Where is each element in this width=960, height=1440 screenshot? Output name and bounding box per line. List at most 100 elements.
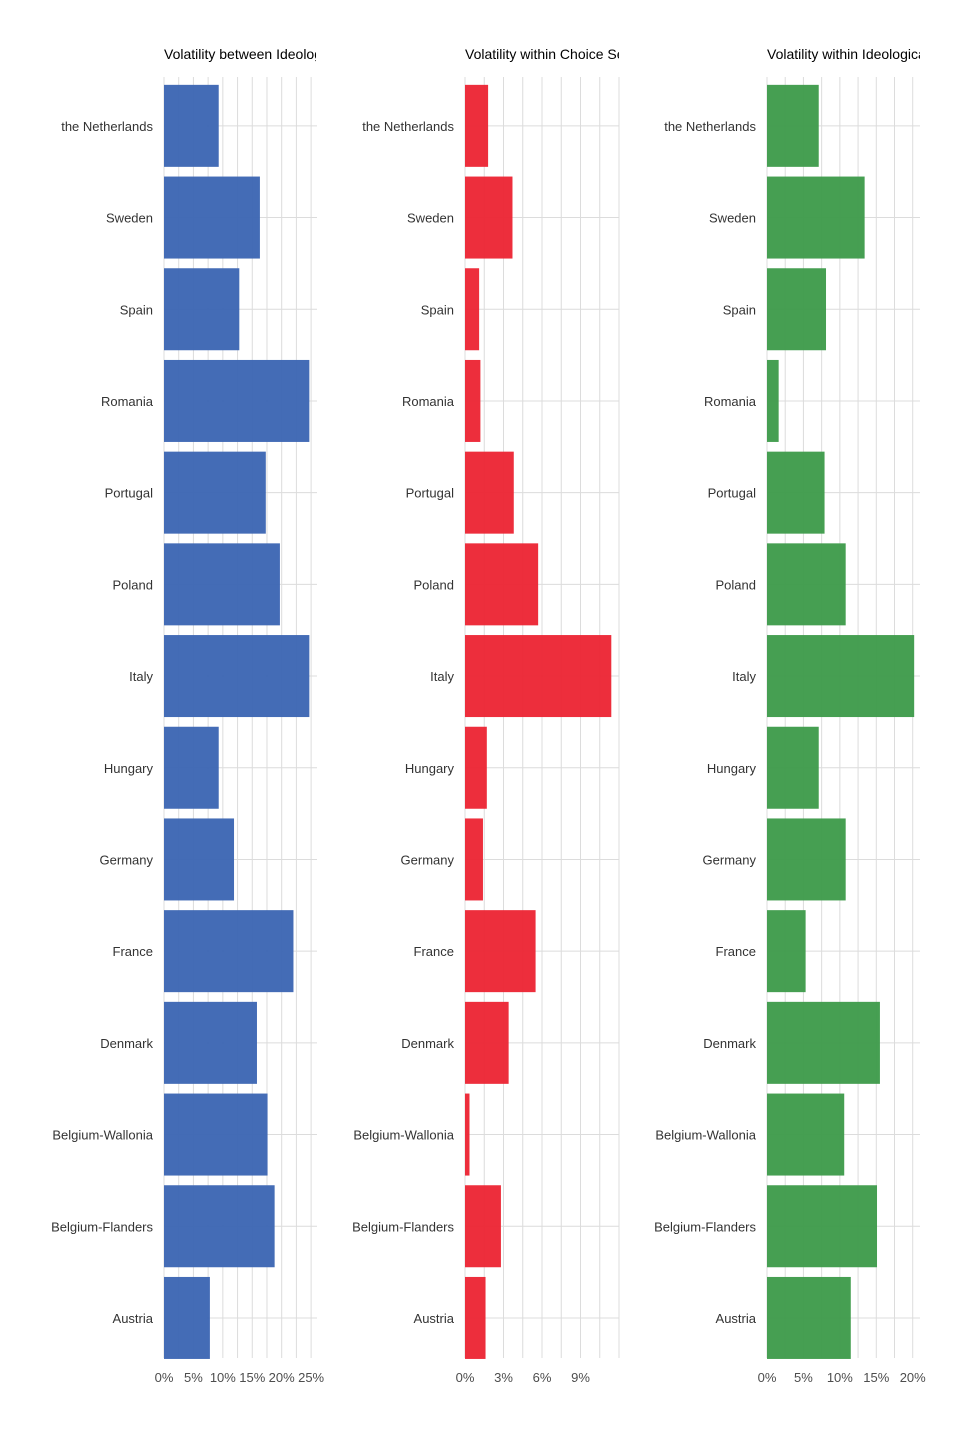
category-label: Germany [401, 852, 455, 867]
category-label: Belgium-Flanders [352, 1219, 454, 1234]
bar-the-netherlands [465, 84, 489, 167]
bar-sweden [164, 176, 260, 259]
category-label: Sweden [709, 211, 756, 226]
x-tick-label: 10% [827, 1370, 853, 1385]
category-label: the Netherlands [362, 119, 454, 134]
category-label: Austria [716, 1311, 757, 1326]
category-label: Denmark [703, 1036, 756, 1051]
bar-belgium-flanders [767, 1185, 878, 1268]
bar-denmark [465, 1001, 509, 1084]
bar-france [465, 910, 536, 993]
bar-portugal [164, 451, 266, 534]
category-label: Denmark [100, 1036, 153, 1051]
category-label: Germany [703, 852, 757, 867]
bar-denmark [767, 1001, 880, 1084]
x-tick-label: 15% [863, 1370, 889, 1385]
bar-poland [767, 543, 846, 626]
category-label: Spain [120, 302, 153, 317]
bar-italy [465, 635, 612, 718]
bar-hungary [164, 726, 219, 809]
x-tick-label: 5% [184, 1370, 203, 1385]
bar-belgium-wallonia [164, 1093, 268, 1176]
category-label: Austria [113, 1311, 154, 1326]
bar-the-netherlands [164, 84, 219, 167]
x-tick-label: 0% [155, 1370, 174, 1385]
category-label: Germany [100, 852, 154, 867]
category-label: Belgium-Flanders [51, 1219, 153, 1234]
bar-romania [465, 359, 481, 442]
category-label: Sweden [407, 211, 454, 226]
x-tick-label: 6% [533, 1370, 552, 1385]
category-label: Spain [723, 302, 756, 317]
category-label: the Netherlands [664, 119, 756, 134]
bar-poland [465, 543, 539, 626]
panel-title: Volatility within Ideological [767, 46, 929, 62]
bar-hungary [465, 726, 487, 809]
x-tick-label: 0% [758, 1370, 777, 1385]
bar-poland [164, 543, 280, 626]
bar-romania [767, 359, 779, 442]
category-label: Hungary [104, 761, 154, 776]
x-tick-label: 5% [794, 1370, 813, 1385]
x-tick-label: 3% [494, 1370, 513, 1385]
category-label: Hungary [707, 761, 757, 776]
category-label: Romania [402, 394, 455, 409]
category-label: Poland [113, 577, 153, 592]
panel-title: Volatility within Choice Set [465, 46, 629, 62]
bar-sweden [767, 176, 865, 259]
bar-austria [164, 1276, 210, 1359]
bar-belgium-wallonia [767, 1093, 845, 1176]
x-tick-label: 25% [298, 1370, 324, 1385]
category-label: Austria [414, 1311, 455, 1326]
category-label: Italy [430, 669, 454, 684]
category-label: France [414, 944, 454, 959]
category-label: Portugal [105, 486, 154, 501]
bar-spain [465, 268, 480, 351]
category-label: Italy [732, 669, 756, 684]
x-tick-label: 0% [456, 1370, 475, 1385]
bar-the-netherlands [767, 84, 819, 167]
category-label: Spain [421, 302, 454, 317]
bar-germany [767, 818, 846, 901]
bar-italy [164, 635, 310, 718]
bar-belgium-flanders [164, 1185, 275, 1268]
bar-spain [767, 268, 827, 351]
category-label: Portugal [406, 486, 455, 501]
category-label: Portugal [708, 486, 757, 501]
bar-italy [767, 635, 915, 718]
category-label: Belgium-Flanders [654, 1219, 756, 1234]
category-label: Sweden [106, 211, 153, 226]
x-tick-label: 10% [210, 1370, 236, 1385]
bar-france [767, 910, 806, 993]
category-label: France [113, 944, 153, 959]
category-label: Belgium-Wallonia [655, 1128, 756, 1143]
category-label: Romania [704, 394, 757, 409]
bar-belgium-wallonia [465, 1093, 470, 1176]
bar-austria [465, 1276, 486, 1359]
bar-portugal [465, 451, 514, 534]
x-tick-label: 15% [239, 1370, 265, 1385]
category-label: Denmark [401, 1036, 454, 1051]
category-label: France [716, 944, 756, 959]
x-tick-label: 9% [571, 1370, 590, 1385]
category-label: Romania [101, 394, 154, 409]
x-tick-label: 20% [269, 1370, 295, 1385]
bar-spain [164, 268, 240, 351]
x-tick-label: 20% [900, 1370, 926, 1385]
panel-2: Volatility within Choice Set the Netherla… [352, 46, 629, 1385]
panel-1: Volatility between Ideologic the Netherla… [51, 46, 332, 1385]
bar-germany [465, 818, 483, 901]
bar-portugal [767, 451, 825, 534]
bar-romania [164, 359, 310, 442]
bar-denmark [164, 1001, 257, 1084]
category-label: the Netherlands [61, 119, 153, 134]
bar-belgium-flanders [465, 1185, 501, 1268]
bar-sweden [465, 176, 513, 259]
category-label: Hungary [405, 761, 455, 776]
bar-germany [164, 818, 235, 901]
category-label: Poland [716, 577, 756, 592]
bar-hungary [767, 726, 819, 809]
panel-title: Volatility between Ideologic [164, 46, 332, 62]
